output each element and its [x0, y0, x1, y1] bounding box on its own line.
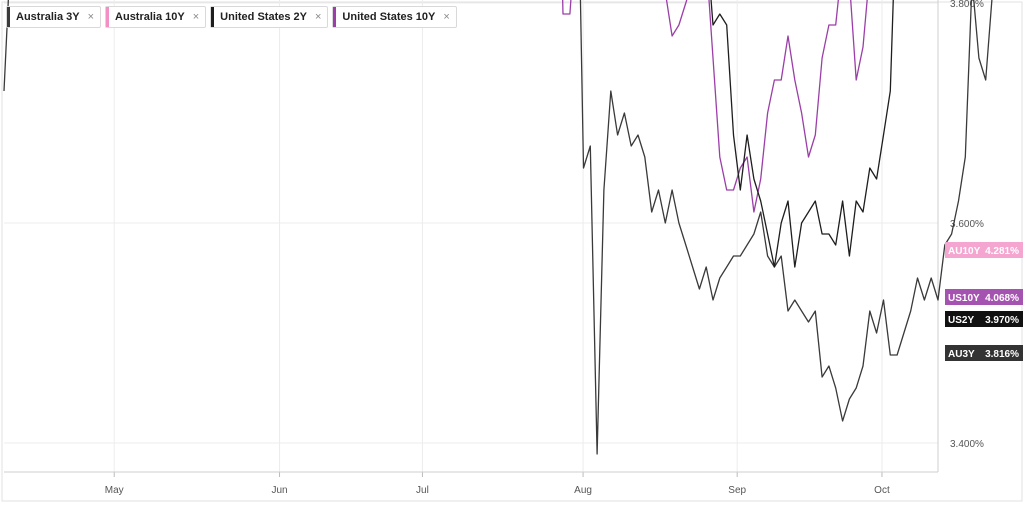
- legend: Australia 3Y × Australia 10Y × United States…: [6, 6, 457, 28]
- legend-label: Australia 10Y: [115, 11, 185, 23]
- value-tag-value: 4.068%: [985, 293, 1019, 304]
- x-tick-label: Jul: [416, 485, 429, 496]
- value-tag-name: AU10Y: [948, 246, 981, 257]
- legend-swatch: [106, 7, 110, 27]
- legend-swatch: [333, 7, 337, 27]
- value-tag-value: 3.970%: [985, 315, 1019, 326]
- y-tick-label: 3.800%: [950, 0, 984, 10]
- value-tag-us2y: US2Y 3.970%: [945, 311, 1023, 327]
- legend-item-au10y[interactable]: Australia 10Y ×: [105, 6, 207, 28]
- series-line-us2y: [710, 0, 894, 268]
- close-icon[interactable]: ×: [87, 11, 95, 23]
- x-tick-label: Jun: [271, 485, 287, 496]
- value-tag-bg: [945, 311, 1023, 327]
- value-tag-value: 4.281%: [985, 246, 1019, 257]
- value-tag-value: 3.816%: [985, 349, 1019, 360]
- legend-swatch: [7, 7, 10, 27]
- x-tick-label: Oct: [874, 485, 890, 496]
- value-tag-au3y: AU3Y 3.816%: [945, 345, 1023, 361]
- series-line-us10y: [562, 0, 868, 213]
- value-tag-us10y: US10Y 4.068%: [945, 289, 1023, 305]
- y-tick-label: 3.400%: [950, 439, 984, 450]
- value-tag-bg: [945, 345, 1023, 361]
- legend-label: Australia 3Y: [16, 11, 80, 23]
- value-tag-name: US10Y: [948, 293, 980, 304]
- x-tick-label: May: [105, 485, 124, 496]
- series-line-au3y: [3, 0, 993, 455]
- value-tag-name: US2Y: [948, 315, 974, 326]
- legend-item-us2y[interactable]: United States 2Y ×: [210, 6, 329, 28]
- close-icon[interactable]: ×: [192, 11, 200, 23]
- close-icon[interactable]: ×: [443, 11, 450, 23]
- value-tag-bg: [945, 242, 1023, 258]
- value-tag-au10y: AU10Y 4.281%: [945, 242, 1023, 258]
- legend-item-au3y[interactable]: Australia 3Y ×: [6, 6, 102, 28]
- close-icon[interactable]: ×: [314, 11, 322, 23]
- legend-label: United States 2Y: [220, 11, 307, 23]
- x-tick-label: Sep: [728, 485, 746, 496]
- y-tick-label: 3.600%: [950, 219, 984, 230]
- legend-item-us10y[interactable]: United States 10Y ×: [332, 6, 457, 28]
- legend-swatch: [211, 7, 215, 27]
- value-tag-name: AU3Y: [948, 349, 975, 360]
- value-tag-bg: [945, 289, 1023, 305]
- legend-label: United States 10Y: [342, 11, 436, 23]
- x-tick-label: Aug: [574, 485, 592, 496]
